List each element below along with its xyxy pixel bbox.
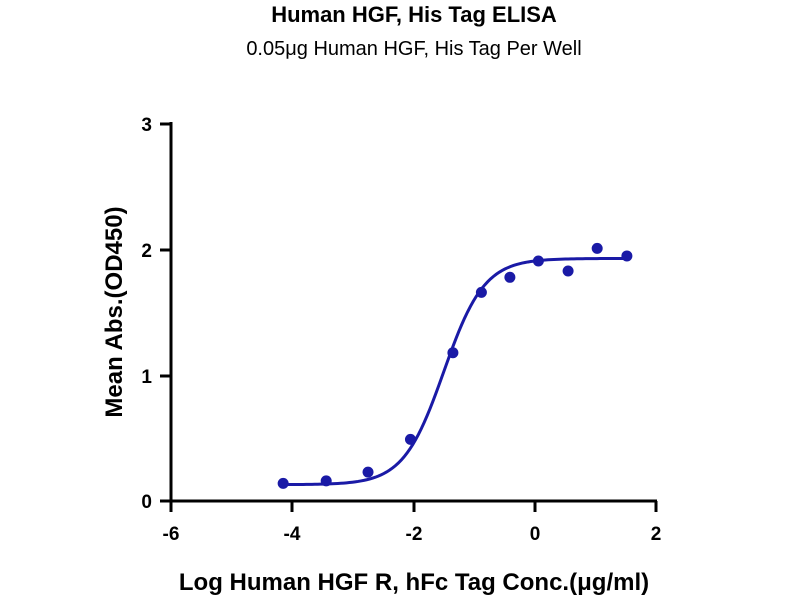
data-point	[447, 347, 459, 359]
data-point	[532, 255, 544, 267]
y-axis: 3 2 1 0 Mean Abs.(OD450)	[101, 115, 173, 513]
data-point	[504, 271, 516, 283]
data-point	[320, 475, 332, 487]
x-axis: -6 -4 -2 0 2 Log Human HGF R, hFc Tag Co…	[163, 499, 662, 596]
y-tick-label: 2	[141, 241, 152, 262]
x-tick-label: -2	[406, 524, 423, 545]
data-point	[591, 242, 603, 254]
data-point	[404, 433, 416, 445]
fit-curve	[283, 256, 629, 487]
x-axis-label: Log Human HGF R, hFc Tag Conc.(μg/ml)	[179, 569, 649, 596]
chart-title: Human HGF, His Tag ELISA	[271, 2, 557, 27]
x-tick-label: -4	[284, 524, 301, 545]
x-tick-label: -6	[163, 524, 180, 545]
plot-area	[277, 242, 633, 489]
data-point	[277, 477, 289, 489]
y-axis-label: Mean Abs.(OD450)	[101, 206, 128, 417]
y-tick-label: 0	[141, 492, 152, 513]
x-tick-label: 0	[530, 524, 541, 545]
x-tick-label: 2	[651, 524, 662, 545]
y-tick-label: 3	[141, 115, 152, 136]
data-point	[475, 286, 487, 298]
chart-subtitle: 0.05μg Human HGF, His Tag Per Well	[246, 38, 581, 60]
data-point	[562, 265, 574, 277]
y-tick-label: 1	[141, 367, 152, 388]
data-point	[621, 250, 633, 262]
data-point	[362, 466, 374, 478]
